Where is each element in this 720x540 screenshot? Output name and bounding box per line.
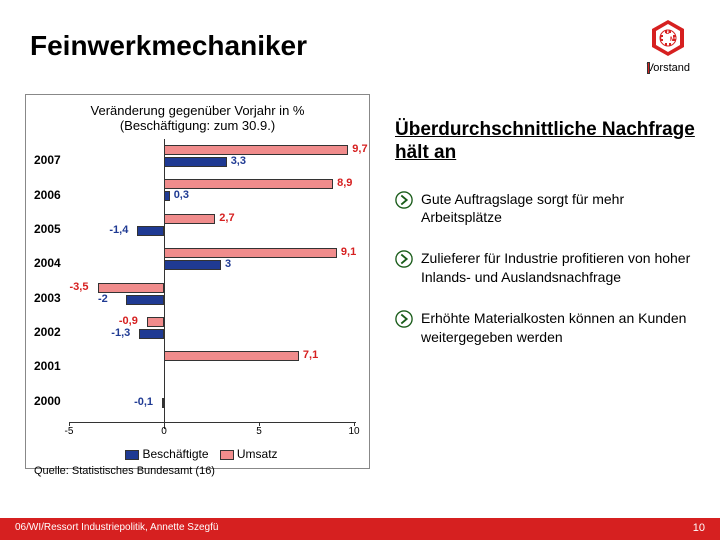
legend-label-besch: Beschäftigte	[142, 447, 208, 461]
vorstand-label: Vorstand	[647, 62, 690, 74]
text-column: Überdurchschnittliche Nachfrage hält an …	[385, 94, 695, 469]
footer-spacer	[233, 518, 677, 540]
y-axis-labels: 20072006200520042003200220012000	[34, 139, 66, 429]
logo-area: I G M Vorstand	[647, 18, 690, 74]
vorstand-bar-icon	[647, 62, 650, 74]
chart-container: Veränderung gegenüber Vorjahr in % (Besc…	[25, 94, 370, 469]
footer-page-number: 10	[678, 518, 720, 540]
igm-logo-icon: I G M	[648, 18, 688, 58]
chart-area: 20072006200520042003200220012000 9,73,38…	[34, 139, 361, 429]
header: Feinwerkmechaniker I G M Vorstand	[0, 0, 720, 84]
chart-source: Quelle: Statistisches Bundesamt (16)	[34, 465, 361, 477]
content: Veränderung gegenüber Vorjahr in % (Besc…	[0, 84, 720, 469]
chart-title-line1: Veränderung gegenüber Vorjahr in %	[91, 103, 305, 118]
footer: 06/WI/Ressort Industriepolitik, Annette …	[0, 518, 720, 540]
subtitle: Überdurchschnittliche Nachfrage hält an	[385, 119, 695, 165]
bullet-item: Gute Auftragslage sorgt für mehr Arbeits…	[395, 190, 695, 228]
page-title: Feinwerkmechaniker	[30, 30, 307, 62]
bullet-text: Gute Auftragslage sorgt für mehr Arbeits…	[421, 190, 695, 228]
svg-text:M: M	[670, 37, 675, 43]
vorstand-text: Vorstand	[647, 62, 690, 74]
bullet-arrow-icon	[395, 191, 413, 209]
x-axis: -50510	[69, 422, 356, 423]
footer-credit: 06/WI/Ressort Industriepolitik, Annette …	[0, 518, 233, 540]
bullet-list: Gute Auftragslage sorgt für mehr Arbeits…	[385, 190, 695, 347]
chart-title: Veränderung gegenüber Vorjahr in % (Besc…	[34, 103, 361, 133]
svg-text:G: G	[665, 30, 670, 36]
legend-swatch-besch	[125, 450, 139, 460]
bullet-arrow-icon	[395, 310, 413, 328]
bullet-arrow-icon	[395, 250, 413, 268]
bullet-item: Erhöhte Materialkosten können an Kunden …	[395, 309, 695, 347]
legend-label-umsatz: Umsatz	[237, 447, 278, 461]
chart-title-line2: (Beschäftigung: zum 30.9.)	[120, 118, 275, 133]
bullet-item: Zulieferer für Industrie profitieren von…	[395, 249, 695, 287]
bullet-text: Zulieferer für Industrie profitieren von…	[421, 249, 695, 287]
bullet-text: Erhöhte Materialkosten können an Kunden …	[421, 309, 695, 347]
chart-legend: Beschäftigte Umsatz	[34, 447, 361, 461]
legend-swatch-umsatz	[220, 450, 234, 460]
chart-plot: 9,73,38,90,32,7-1,49,13-3,5-2-0,9-1,37,1…	[69, 139, 356, 429]
